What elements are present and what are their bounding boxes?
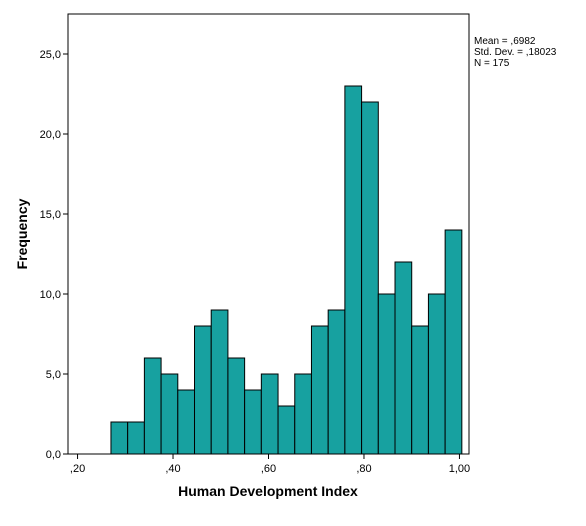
histogram-bar [227, 357, 246, 455]
stats-line: N = 175 [474, 58, 510, 69]
stats-line: Std. Dev. = ,18023 [474, 47, 557, 58]
y-axis-title: Frequency [14, 198, 30, 269]
histogram-bar [277, 405, 296, 455]
histogram-bar [210, 309, 229, 455]
histogram-bar [411, 325, 429, 455]
histogram-bar [327, 309, 346, 455]
x-axis-title: Human Development Index [178, 483, 358, 499]
histogram-bar [427, 293, 446, 455]
histogram-bar [127, 421, 145, 455]
x-tick-label: 1,00 [449, 463, 470, 475]
x-tick-label: ,80 [356, 463, 371, 475]
histogram-bar [310, 325, 329, 455]
histogram-bar [361, 101, 379, 455]
histogram-bar [194, 325, 212, 455]
x-tick-label: ,40 [165, 463, 180, 475]
histogram-bar [444, 229, 463, 455]
stats-line: Mean = ,6982 [474, 36, 536, 47]
y-tick-label: 20,0 [40, 129, 61, 141]
histogram-bar [110, 421, 129, 455]
y-tick-label: 25,0 [40, 49, 61, 61]
y-tick-label: 10,0 [40, 289, 61, 301]
histogram-bar [260, 373, 279, 455]
x-tick-label: ,60 [261, 463, 276, 475]
histogram-bar [244, 389, 262, 455]
histogram-bar [344, 85, 363, 455]
x-tick-label: ,20 [70, 463, 85, 475]
histogram-bar [294, 373, 312, 455]
histogram-bar [160, 373, 179, 455]
histogram-bar [177, 389, 196, 455]
histogram-bar [143, 357, 162, 455]
histogram-bar [394, 261, 413, 455]
y-tick-label: 5,0 [46, 369, 61, 381]
y-tick-label: 0,0 [46, 449, 61, 461]
y-tick-label: 15,0 [40, 209, 61, 221]
histogram-bar [377, 293, 396, 455]
